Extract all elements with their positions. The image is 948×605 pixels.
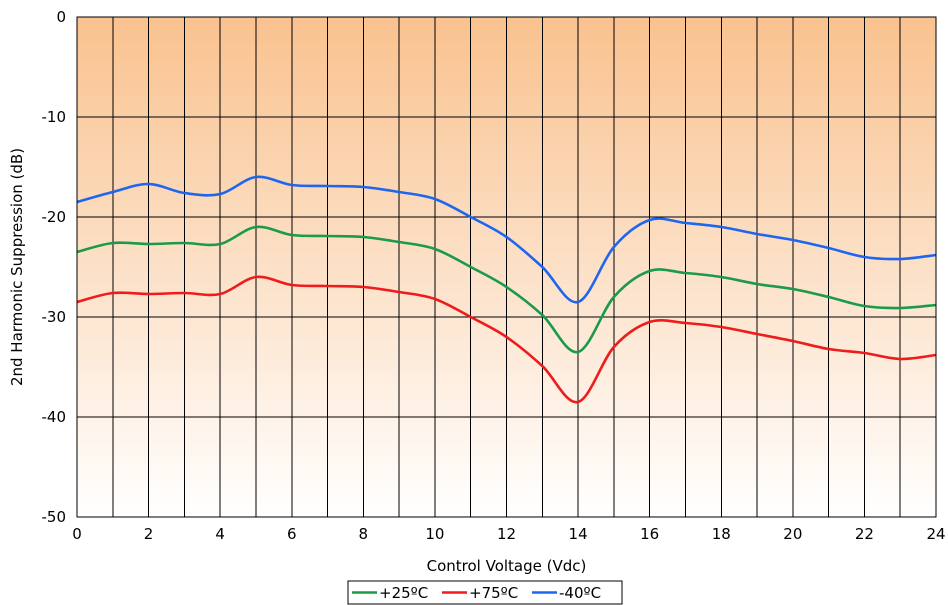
x-tick-label: 16 [640, 525, 659, 543]
series-line-1 [76, 225, 937, 354]
plot-area-border [76, 16, 937, 518]
y-tick-label: -40 [42, 408, 67, 426]
y-tick-label: -10 [42, 108, 67, 126]
x-tick-label: 8 [359, 525, 369, 543]
x-axis-ticks: 0 2 4 6 8 10 12 14 16 18 20 22 24 [72, 525, 945, 543]
x-axis-title: Control Voltage (Vdc) [427, 557, 587, 575]
x-tick-label: 20 [783, 525, 802, 543]
x-tick-label: 12 [497, 525, 516, 543]
y-tick-label: 0 [56, 8, 66, 26]
x-tick-label: 2 [144, 525, 154, 543]
y-tick-label: -50 [42, 508, 67, 526]
legend-label: +75ºC [469, 584, 518, 602]
x-tick-label: 6 [287, 525, 297, 543]
series-line-2 [76, 275, 937, 404]
y-axis-title: 2nd Harmonic Suppression (dB) [8, 148, 26, 386]
x-tick-label: 14 [569, 525, 588, 543]
x-tick-label: 22 [855, 525, 874, 543]
series-line-3 [76, 175, 937, 304]
legend-label: +25ºC [379, 584, 428, 602]
x-tick-label: 18 [712, 525, 731, 543]
series-lines [76, 175, 937, 404]
x-tick-label: 4 [215, 525, 225, 543]
legend: +25ºC +75ºC -40ºC [347, 580, 623, 605]
x-tick-label: 0 [72, 525, 82, 543]
x-tick-label: 24 [926, 525, 945, 543]
legend-box [347, 580, 623, 605]
y-tick-label: -20 [42, 208, 67, 226]
x-tick-label: 10 [425, 525, 444, 543]
y-tick-label: -30 [42, 308, 67, 326]
y-axis-ticks: 0 -10 -20 -30 -40 -50 [42, 8, 67, 526]
legend-label: -40ºC [559, 584, 601, 602]
